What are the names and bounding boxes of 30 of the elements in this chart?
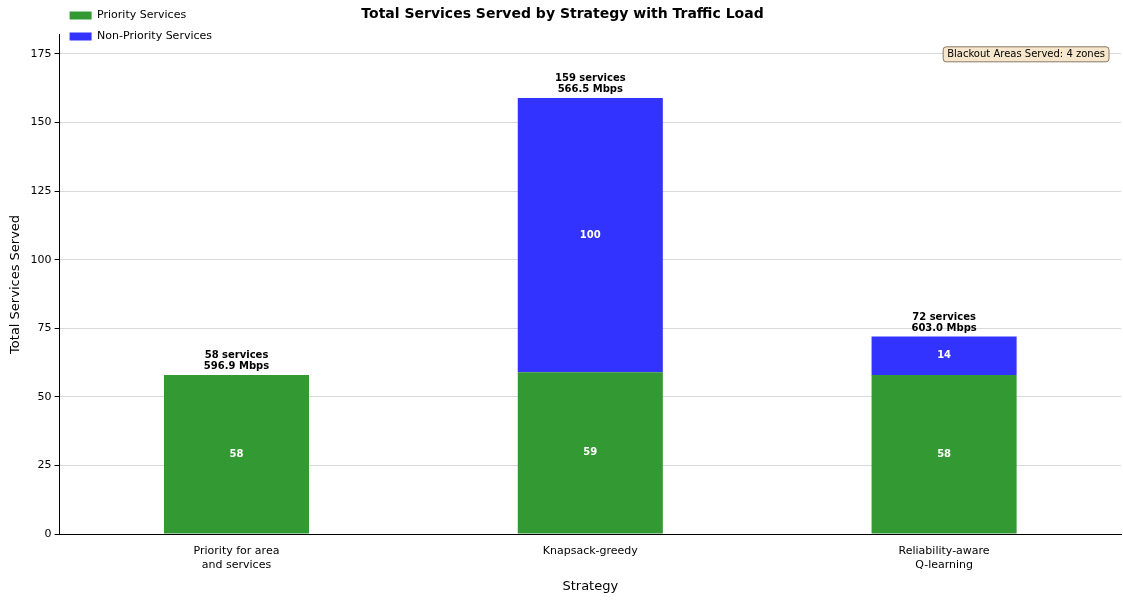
annotation: Blackout Areas Served: 4 zones [947,48,1105,60]
legend-label: Non-Priority Services [97,29,213,43]
bar [871,374,1017,534]
y-tick-label: 75 [37,321,52,335]
y-tick-label: 125 [30,184,52,197]
bar [871,336,1017,375]
bar [163,374,310,534]
x-tick-label: Priority for area and services [193,544,280,571]
data-label: 58 [937,447,952,459]
data-label: 14 [937,349,952,361]
y-tick-label: 100 [30,252,52,266]
y-tick-label: 25 [37,458,52,472]
x-tick-label: Reliability-aware Q-learning [898,544,990,571]
y-tick-label: 0 [44,526,52,540]
data-label: 58 [229,447,244,459]
bar [517,97,663,373]
data-label: 100 [579,228,601,240]
data-label: 59 [583,446,598,458]
x-axis-title: Strategy [562,577,619,593]
legend-label: Priority Services [97,8,187,22]
y-tick-label: 175 [30,46,52,60]
y-tick-label: 50 [37,389,52,403]
x-tick-label: Knapsack-greedy [542,544,639,558]
y-tick-label: 150 [30,115,52,129]
total-label: 159 services 566.5 Mbps [554,71,626,94]
y-axis-title: Total Services Served [7,214,23,355]
bar [517,372,663,534]
total-label: 72 services 603.0 Mbps [911,310,977,333]
chart-title: Total Services Served by Strategy with Traffic Load [361,5,764,22]
total-label: 58 services 596.9 Mbps [203,348,270,371]
